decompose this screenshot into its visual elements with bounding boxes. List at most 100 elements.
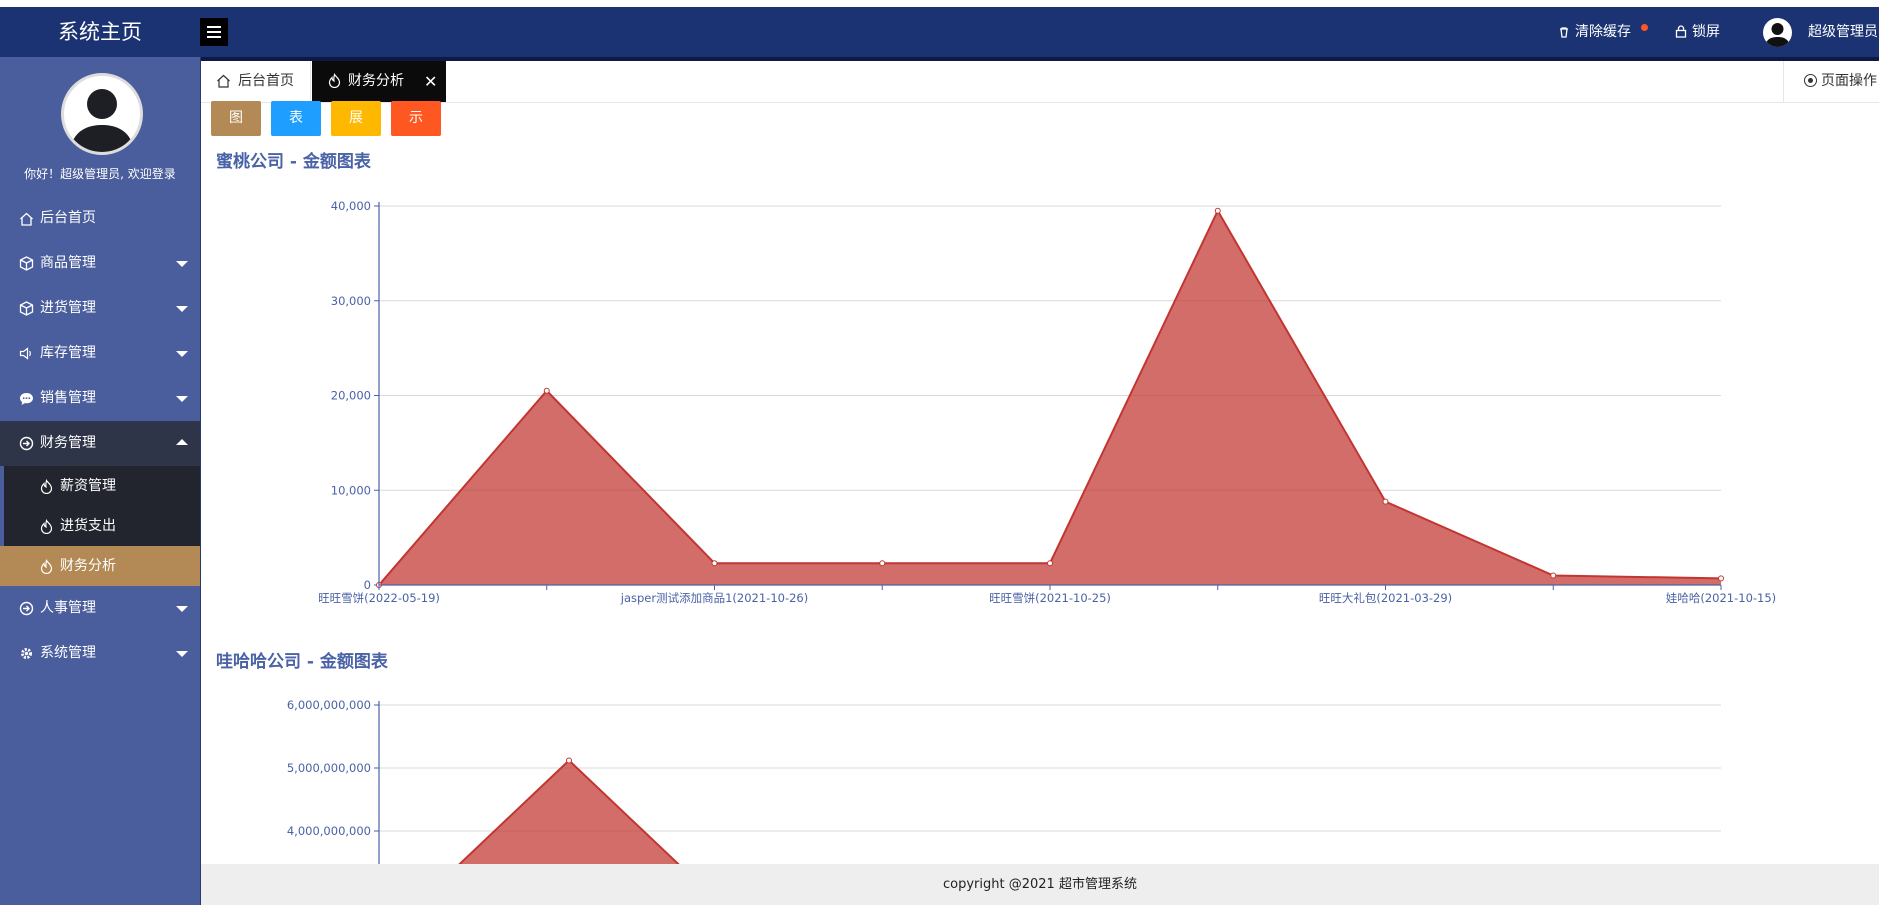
lock-screen-button[interactable]: 锁屏 (1675, 7, 1720, 57)
chart1-xtick-label: jasper测试添加商品1(2021-10-26) (620, 591, 808, 605)
chart1-ytick-label: 20,000 (331, 389, 371, 403)
tab-home-label: 后台首页 (238, 73, 294, 89)
sidebar-subitem-label: 进货支出 (60, 518, 116, 534)
notification-dot (1641, 24, 1648, 31)
chevron-down-icon (176, 306, 188, 312)
sidebar-subitem-label: 薪资管理 (60, 478, 116, 494)
trash-icon (1560, 27, 1568, 38)
clear-cache-label: 清除缓存 (1575, 24, 1631, 40)
tab-bar: 后台首页 财务分析 ✕ 页面操作 (201, 61, 1879, 103)
finance-icon (19, 421, 35, 466)
lock-icon (1675, 25, 1687, 38)
chart1-point (1382, 498, 1389, 505)
tab-home[interactable]: 后台首页 (201, 61, 311, 102)
home-icon (217, 74, 230, 88)
chart1-title: 蜜桃公司 - 金额图表 (216, 152, 371, 172)
chart1-ytick-label: 10,000 (331, 483, 371, 497)
target-icon (1804, 74, 1817, 87)
hamburger-icon (207, 31, 221, 33)
cube-icon (19, 241, 35, 286)
sidebar-item-label: 后台首页 (40, 210, 96, 226)
page-operations-button[interactable]: 页面操作 (1783, 61, 1879, 102)
submenu-indent-bar (0, 466, 4, 506)
finance-icon (19, 586, 35, 631)
chart1-ytick-label: 30,000 (331, 294, 371, 308)
chart1-ytick-label: 40,000 (331, 199, 371, 213)
fire-icon (40, 506, 54, 546)
chart2-area (458, 759, 680, 864)
sidebar-subitem-finance-analysis[interactable]: 财务分析 (0, 546, 200, 586)
chart1-point (1550, 572, 1557, 579)
chart1-point (543, 387, 550, 394)
menu-toggle-button[interactable] (200, 18, 228, 46)
submenu-indent-bar (0, 506, 4, 546)
tab-finance-analysis-label: 财务分析 (348, 73, 404, 89)
sidebar-subitem-label: 财务分析 (60, 558, 116, 574)
chart1-area (379, 210, 1721, 586)
chip-tu[interactable]: 图 (211, 101, 261, 136)
home-icon (19, 196, 35, 241)
sidebar-item-purchase[interactable]: 进货管理 (0, 286, 200, 331)
sidebar-item-label: 系统管理 (40, 645, 96, 661)
fire-icon (40, 466, 54, 506)
chart2-point (566, 757, 572, 764)
sidebar-item-hr[interactable]: 人事管理 (0, 586, 200, 631)
chart1-xtick-label: 旺旺雪饼(2021-10-25) (989, 591, 1111, 605)
page-ops-label: 页面操作 (1821, 73, 1877, 89)
close-icon[interactable]: ✕ (424, 72, 438, 91)
welcome-text: 你好！超级管理员, 欢迎登录 (24, 167, 176, 181)
profile-avatar (61, 73, 143, 155)
chart1-point (879, 560, 886, 567)
sidebar-item-sales[interactable]: 销售管理 (0, 376, 200, 421)
sidebar-item-label: 进货管理 (40, 300, 96, 316)
chart2-title: 哇哈哈公司 - 金额图表 (216, 652, 388, 672)
sidebar-item-stock[interactable]: 库存管理 (0, 331, 200, 376)
gear-icon (19, 631, 35, 676)
sidebar-item-label: 销售管理 (40, 390, 96, 406)
chat-icon (19, 376, 35, 421)
chevron-up-icon (176, 439, 188, 445)
user-name[interactable]: 超级管理员 (1808, 24, 1878, 40)
sidebar-item-finance[interactable]: 财务管理 (0, 421, 200, 466)
top-header: 系统主页 清除缓存 锁屏 超级管理员 (0, 7, 1879, 61)
clear-cache-button[interactable]: 清除缓存 (1558, 7, 1631, 57)
chevron-down-icon (176, 396, 188, 402)
chart1-point (1047, 560, 1053, 567)
chip-biao[interactable]: 表 (271, 101, 321, 136)
sidebar-item-label: 人事管理 (40, 600, 96, 616)
sidebar-item-label: 商品管理 (40, 255, 96, 271)
user-avatar[interactable] (1763, 18, 1792, 47)
chevron-down-icon (176, 651, 188, 657)
chart2-svg: 6,000,000,000 5,000,000,000 4,000,000,000 (287, 698, 1721, 864)
chart1-point (1214, 207, 1221, 214)
sidebar-item-label: 库存管理 (40, 345, 96, 361)
chart1-svg: 0 10,000 20,000 30,000 40,000 旺旺雪饼(2022-05-19… (318, 199, 1776, 605)
chip-shi[interactable]: 示 (391, 101, 441, 136)
chart2-ytick-label: 6,000,000,000 (287, 698, 371, 712)
cube-icon (19, 286, 35, 331)
chart1-point (711, 560, 718, 567)
sidebar-item-goods[interactable]: 商品管理 (0, 241, 200, 286)
chart1-xtick-label: 旺旺雪饼(2022-05-19) (318, 591, 440, 605)
chevron-down-icon (176, 606, 188, 612)
sidebar-subitem-salary[interactable]: 薪资管理 (0, 466, 200, 506)
top-strip (0, 0, 1879, 7)
sidebar-item-home[interactable]: 后台首页 (0, 196, 200, 241)
lock-screen-label: 锁屏 (1692, 24, 1720, 40)
fire-icon (328, 72, 341, 89)
chart2-ytick-label: 5,000,000,000 (287, 761, 371, 775)
chart1-xtick-label: 娃哈哈(2021-10-15) (1666, 591, 1776, 605)
speaker-icon (19, 331, 35, 376)
sidebar-item-label: 财务管理 (40, 435, 96, 451)
sidebar-subitem-purchase-expense[interactable]: 进货支出 (0, 506, 200, 546)
chart1-ytick-label: 0 (364, 578, 371, 592)
sidebar-item-system[interactable]: 系统管理 (0, 631, 200, 676)
tab-finance-analysis[interactable]: 财务分析 ✕ (312, 61, 446, 102)
brand-title[interactable]: 系统主页 (58, 20, 142, 44)
sidebar: 你好！超级管理员, 欢迎登录 后台首页 商品管理 进货管理 库存管理 销售管理 … (0, 57, 201, 905)
chip-zhan[interactable]: 展 (331, 101, 381, 136)
fire-icon (40, 546, 54, 586)
chart2-ytick-label: 4,000,000,000 (287, 824, 371, 838)
footer-copyright: copyright @2021 超市管理系统 (201, 864, 1879, 905)
chart1-point (1718, 575, 1724, 582)
